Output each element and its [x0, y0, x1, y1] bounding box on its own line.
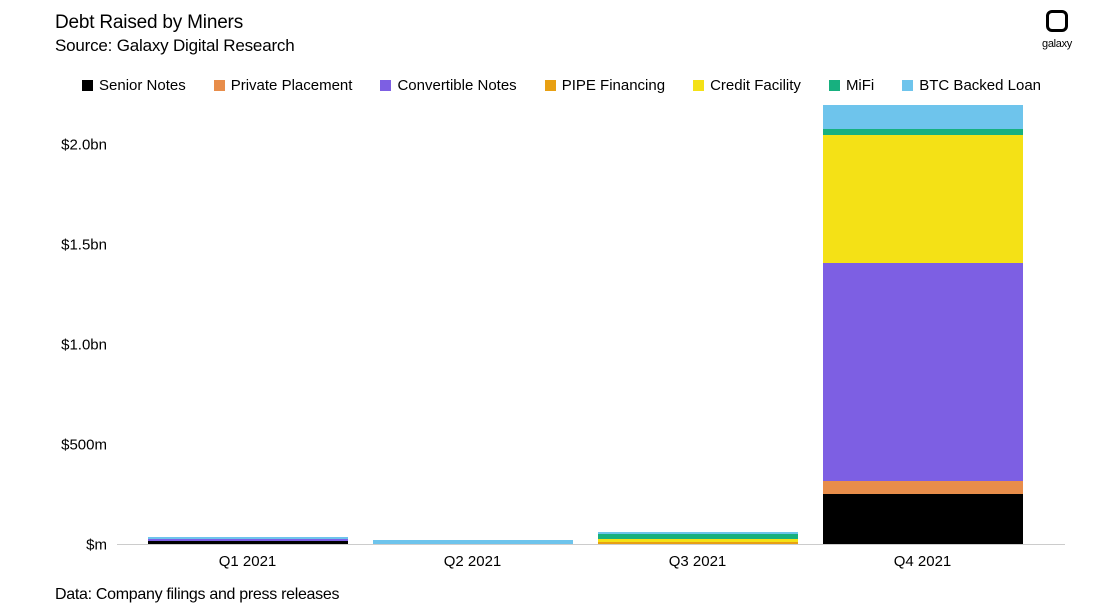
galaxy-logo: galaxy	[1042, 10, 1072, 50]
legend-label: Convertible Notes	[397, 77, 516, 94]
y-axis-label: $1.0bn	[47, 337, 107, 354]
y-axis-label: $m	[47, 537, 107, 554]
chart-footer-note: Data: Company filings and press releases	[55, 586, 339, 604]
legend-swatch	[545, 80, 556, 91]
legend-label: Credit Facility	[710, 77, 801, 94]
y-axis-label: $1.5bn	[47, 237, 107, 254]
x-axis-label: Q3 2021	[669, 553, 727, 570]
bar-segment	[823, 135, 1023, 263]
chart-subtitle: Source: Galaxy Digital Research	[55, 36, 294, 56]
legend-item: MiFi	[829, 77, 874, 94]
legend-swatch	[380, 80, 391, 91]
y-axis-label: $2.0bn	[47, 137, 107, 154]
legend-label: Senior Notes	[99, 77, 186, 94]
bar-group	[148, 537, 348, 544]
legend-swatch	[82, 80, 93, 91]
x-axis-label: Q4 2021	[894, 553, 952, 570]
x-axis-label: Q1 2021	[219, 553, 277, 570]
galaxy-logo-icon	[1046, 10, 1068, 32]
legend-swatch	[829, 80, 840, 91]
legend-swatch	[902, 80, 913, 91]
chart-plot-area: $m$500m$1.0bn$1.5bn$2.0bnQ1 2021Q2 2021Q…	[55, 105, 1065, 575]
legend-item: Convertible Notes	[380, 77, 516, 94]
bar-segment	[373, 540, 573, 544]
legend-item: Private Placement	[214, 77, 353, 94]
bar-group	[598, 532, 798, 544]
bar-segment	[823, 481, 1023, 494]
legend-item: PIPE Financing	[545, 77, 665, 94]
galaxy-logo-text: galaxy	[1042, 38, 1072, 50]
legend-label: BTC Backed Loan	[919, 77, 1041, 94]
y-axis-label: $500m	[47, 437, 107, 454]
bar-segment	[148, 541, 348, 544]
legend-item: Senior Notes	[82, 77, 186, 94]
chart-header: Debt Raised by Miners Source: Galaxy Dig…	[55, 12, 294, 56]
legend-swatch	[214, 80, 225, 91]
bar-segment	[823, 494, 1023, 544]
x-axis-line	[117, 544, 1065, 545]
bar-group	[373, 540, 573, 544]
chart-title: Debt Raised by Miners	[55, 12, 294, 34]
bar-segment	[823, 263, 1023, 481]
legend-label: MiFi	[846, 77, 874, 94]
bar-segment	[823, 105, 1023, 129]
legend-swatch	[693, 80, 704, 91]
bar-segment	[598, 542, 798, 544]
legend-label: PIPE Financing	[562, 77, 665, 94]
legend-label: Private Placement	[231, 77, 353, 94]
chart-legend: Senior Notes Private Placement Convertible…	[82, 77, 1041, 94]
x-axis-label: Q2 2021	[444, 553, 502, 570]
legend-item: BTC Backed Loan	[902, 77, 1041, 94]
bar-group	[823, 105, 1023, 544]
legend-item: Credit Facility	[693, 77, 801, 94]
